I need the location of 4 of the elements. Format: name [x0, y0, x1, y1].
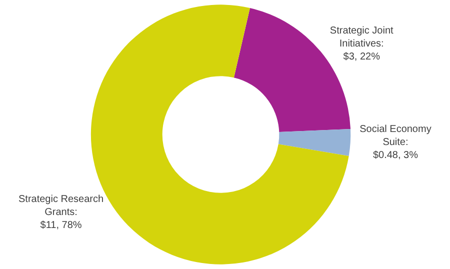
slice-label: Social Economy Suite: $0.48, 3% — [360, 124, 432, 162]
slice-label: Strategic Joint Initiatives: $3, 22% — [330, 25, 394, 62]
donut-slice — [278, 129, 351, 156]
slice-label: Strategic Research Grants: $11, 78% — [18, 194, 104, 231]
